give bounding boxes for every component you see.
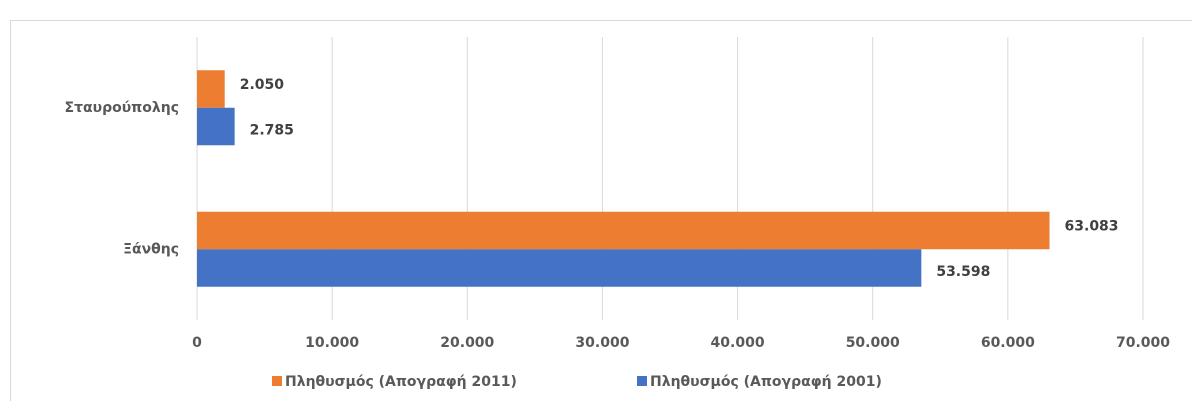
x-tick-label: 10.000	[305, 335, 359, 351]
x-tick-label: 0	[192, 335, 202, 351]
bar	[197, 211, 1050, 250]
x-tick-label: 50.000	[846, 335, 900, 351]
legend-swatch	[272, 376, 282, 386]
legend-label: Πληθυσμός (Απογραφή 2011)	[285, 374, 517, 390]
x-tick-label: 60.000	[981, 335, 1035, 351]
legend-label: Πληθυσμός (Απογραφή 2001)	[650, 374, 882, 390]
data-label: 53.598	[936, 264, 990, 280]
data-label: 2.050	[240, 77, 285, 93]
y-tick-label: Ξάνθης	[123, 241, 179, 257]
x-tick-label: 70.000	[1116, 335, 1170, 351]
x-tick-label: 30.000	[575, 335, 629, 351]
data-label: 2.785	[250, 123, 294, 139]
bar	[197, 70, 225, 108]
y-tick-label: Σταυρούπολης	[65, 100, 179, 116]
legend-swatch	[637, 376, 647, 386]
bar	[197, 249, 922, 287]
x-tick-label: 20.000	[440, 335, 494, 351]
data-label: 63.083	[1065, 219, 1119, 235]
x-tick-label: 40.000	[711, 335, 765, 351]
bar	[197, 107, 235, 146]
